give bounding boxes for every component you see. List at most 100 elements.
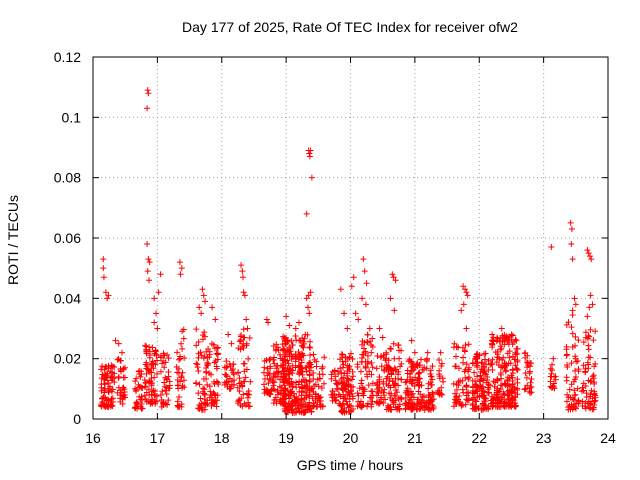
data-point [579,384,586,391]
data-point [498,375,505,382]
data-point [570,378,577,385]
data-point [246,403,253,410]
data-point [196,381,203,388]
data-point [153,397,160,404]
data-point [569,395,576,402]
data-point [563,374,570,381]
data-point [160,357,167,364]
data-point [339,351,346,358]
data-point [341,395,348,402]
data-point [489,356,496,363]
data-point [178,340,185,347]
data-point-outlier [303,295,310,302]
data-point [386,375,393,382]
data-point [580,387,587,394]
data-point [587,354,594,361]
data-point [398,347,405,354]
data-point [265,380,272,387]
data-point [214,379,221,386]
data-point [392,368,399,375]
data-point [280,396,287,403]
data-point [452,390,459,397]
data-point-outlier [265,319,272,326]
data-point [310,369,317,376]
data-point [101,366,108,373]
data-point [572,342,578,349]
data-point-outlier [228,340,235,347]
x-tick-label: 23 [536,430,552,446]
data-point [210,341,217,348]
data-point [388,390,395,397]
data-point [177,378,184,385]
data-point [138,368,145,375]
data-point [392,393,399,400]
data-point [284,357,291,364]
data-point [572,373,579,380]
data-point [306,372,313,379]
data-point-outlier [283,313,290,320]
data-point [590,372,597,379]
data-point [339,364,346,371]
data-point [238,332,245,339]
data-point-outlier [154,325,161,332]
data-point [568,324,575,331]
data-point [493,359,500,366]
data-point [267,355,274,362]
data-point [115,373,122,380]
data-point-outlier [177,271,184,278]
data-point-outlier [200,292,207,299]
data-point [466,364,473,371]
data-point-outlier [144,241,151,248]
data-point [590,337,597,344]
data-point-outlier [155,289,162,296]
data-point [419,394,426,401]
data-point [347,388,354,395]
data-point [284,339,291,346]
data-point [388,406,395,413]
data-point [321,354,328,361]
y-tick-label: 0.08 [54,170,81,186]
data-point [143,370,150,377]
data-point [303,394,310,401]
data-point [138,401,145,408]
data-point-outlier [464,292,471,299]
data-point [506,382,513,389]
data-point [473,398,480,405]
data-point [471,369,478,376]
data-point [306,377,313,384]
data-point [428,405,435,412]
data-point [348,376,355,383]
data-point [527,390,534,397]
data-point [588,387,595,394]
data-point-outlier [307,289,314,296]
data-point [152,361,159,368]
data-point [452,353,459,360]
data-point [592,394,599,401]
data-point [142,342,149,349]
data-point [586,333,593,340]
data-point [582,365,589,372]
data-point [274,369,281,376]
data-point [289,400,296,407]
data-point [373,365,380,372]
data-point [143,347,150,354]
data-point [267,390,274,397]
data-point [280,346,287,353]
data-point-outlier [589,301,596,308]
data-point-outlier [463,289,470,296]
data-point [410,394,417,401]
data-point [582,399,589,406]
data-point [385,357,392,364]
data-point [109,395,116,402]
data-point [114,356,121,363]
data-point-outlier [392,277,399,284]
data-point [316,394,323,401]
y-axis-label: ROTI / TECUs [5,195,21,285]
data-point [307,338,314,345]
data-point [463,384,470,391]
data-point [480,377,487,384]
data-point [566,386,573,393]
data-point [176,394,183,401]
data-point [335,368,342,375]
data-point [139,405,146,412]
